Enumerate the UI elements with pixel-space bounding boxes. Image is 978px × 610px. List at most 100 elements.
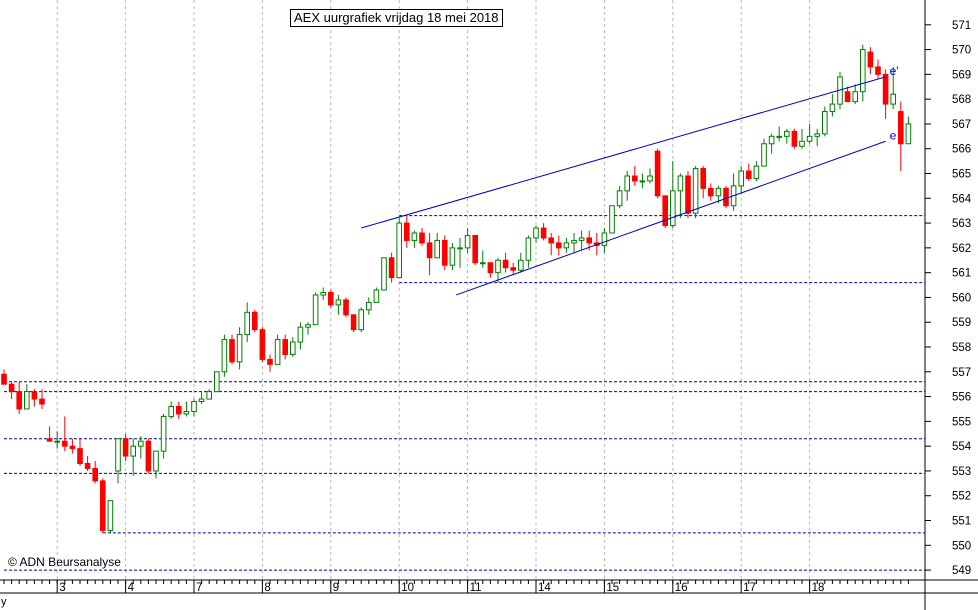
x-tick-label: 4 (128, 582, 135, 594)
candle-body (495, 259, 501, 274)
candle-112 (852, 84, 859, 105)
candle-80 (609, 205, 615, 234)
candle-body (692, 168, 699, 214)
candle-99 (753, 161, 760, 181)
candle-body (206, 391, 212, 400)
candle-2 (16, 381, 22, 414)
candles (1, 44, 912, 533)
candle-body (890, 93, 897, 105)
candle-body (305, 324, 311, 328)
trend-lines: e' e (361, 64, 899, 296)
candle-body (320, 291, 326, 296)
candle-body (214, 371, 220, 393)
candle-body (518, 259, 524, 271)
y-tick-label: 553 (952, 466, 971, 478)
candle-body (540, 227, 547, 239)
candle-body (670, 190, 676, 227)
candle-body (69, 445, 76, 450)
candle-body (84, 463, 91, 469)
candle-30 (229, 334, 235, 365)
candle-body (814, 133, 821, 137)
candle-57 (434, 232, 440, 259)
candle-95 (723, 185, 729, 209)
candle-74 (563, 237, 570, 253)
candle-body (905, 123, 912, 145)
candle-29 (221, 334, 228, 377)
candle-body (715, 187, 722, 197)
candle-body (822, 111, 828, 135)
candle-body (806, 135, 813, 142)
candle-20 (153, 450, 159, 479)
candle-119 (905, 116, 912, 145)
y-tick-label: 551 (952, 516, 971, 528)
candle-body (609, 205, 615, 234)
x-tick-label: 18 (812, 582, 825, 594)
candle-body (343, 299, 349, 316)
candle-60 (457, 237, 463, 268)
candle-117 (890, 66, 897, 110)
candle-body (502, 259, 509, 269)
candle-body (221, 339, 228, 373)
candle-body (244, 311, 250, 336)
candle-body (442, 239, 448, 266)
candle-body (548, 237, 555, 244)
candle-65 (495, 257, 501, 283)
candle-body (183, 410, 190, 415)
candle-75 (571, 232, 577, 253)
candle-body (586, 237, 593, 244)
candle-16 (122, 433, 129, 462)
candle-body (381, 257, 387, 291)
candle-19 (145, 438, 152, 474)
candle-body (153, 450, 159, 472)
candle-56 (426, 232, 433, 276)
candle-4 (31, 389, 38, 407)
candle-body (601, 232, 608, 246)
candle-body (1, 373, 7, 385)
candle-32 (244, 302, 250, 343)
candle-body (882, 73, 889, 105)
y-tick-label: 568 (952, 94, 971, 106)
candle-body (358, 309, 364, 331)
x-axis-ticks: 3 4 7 8 9 10 11 14 15 16 17 18 (3, 580, 909, 594)
candle-body (654, 150, 661, 197)
candle-body (624, 175, 631, 192)
candle-55 (419, 228, 425, 246)
candle-86 (654, 148, 661, 199)
candle-46 (350, 314, 357, 333)
candle-7 (54, 431, 61, 449)
chart-title: AEX uurgrafiek vrijdag 18 mei 2018 (290, 9, 503, 27)
candle-24 (183, 401, 190, 417)
y-tick-label: 569 (952, 69, 971, 81)
candle-body (723, 187, 729, 207)
candle-17 (130, 438, 136, 476)
candle-63 (480, 250, 486, 268)
grid-lines (56, 0, 811, 580)
candle-body (472, 234, 478, 264)
candle-44 (335, 294, 342, 315)
candle-body (138, 440, 144, 447)
candle-body (312, 294, 319, 326)
candle-body (145, 440, 152, 472)
candle-body (578, 237, 585, 241)
candle-114 (867, 47, 874, 75)
candle-87 (662, 195, 669, 229)
candle-22 (168, 401, 174, 419)
candle-67 (510, 262, 516, 276)
candle-body (791, 130, 798, 147)
candle-39 (297, 322, 304, 350)
candle-body (198, 398, 205, 403)
candle-72 (548, 232, 555, 256)
candle-body (647, 175, 653, 182)
candle-body (556, 242, 562, 249)
candle-body (274, 339, 281, 365)
candle-9 (69, 438, 76, 454)
candle-body (768, 135, 775, 145)
candle-106 (806, 123, 813, 144)
candle-71 (540, 223, 547, 241)
candle-body (563, 242, 570, 249)
y-tick-label: 559 (952, 317, 971, 329)
candle-body (700, 168, 707, 189)
candle-82 (624, 171, 631, 201)
candle-62 (472, 234, 478, 266)
